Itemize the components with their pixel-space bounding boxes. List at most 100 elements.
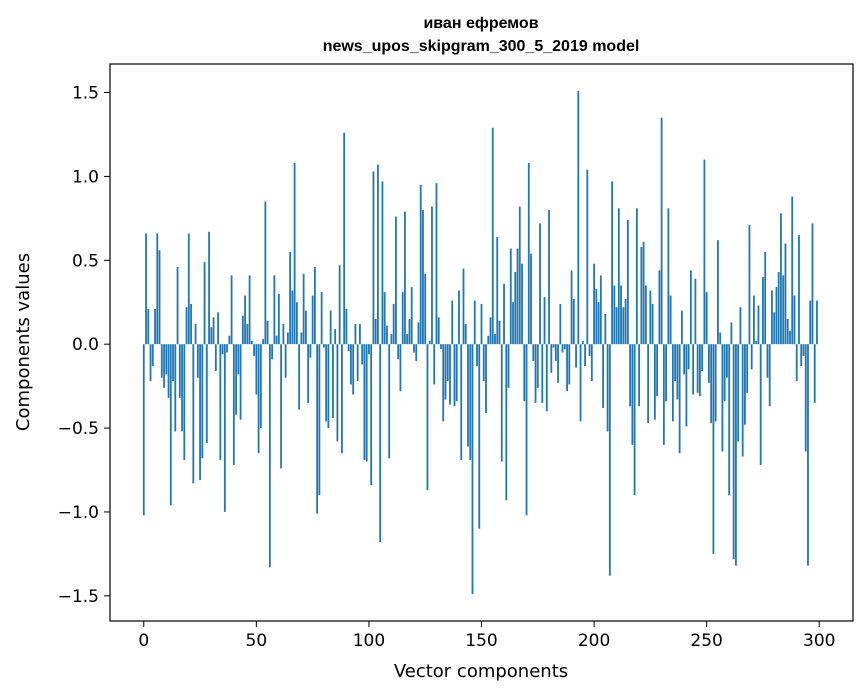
bar-167 [518, 206, 521, 345]
bar-242 [687, 344, 690, 370]
bar-297 [811, 223, 814, 345]
bar-225 [649, 290, 652, 345]
bar-207 [608, 344, 611, 576]
bar-89 [343, 132, 346, 345]
bar-147 [473, 300, 476, 345]
bar-52 [259, 344, 262, 429]
bar-201 [595, 288, 598, 345]
bar-4 [151, 344, 154, 366]
bar-230 [660, 117, 663, 345]
bar-189 [568, 344, 571, 385]
bar-161 [505, 344, 508, 501]
bar-57 [271, 344, 274, 360]
bar-206 [606, 344, 609, 432]
bar-266 [741, 344, 744, 457]
bar-237 [676, 344, 679, 400]
bar-290 [795, 344, 798, 382]
bar-107 [383, 292, 386, 345]
bar-191 [572, 298, 575, 345]
bar-86 [336, 344, 339, 442]
bar-83 [329, 310, 332, 345]
bar-295 [807, 344, 809, 566]
bar-244 [692, 344, 695, 395]
bar-145 [469, 344, 472, 460]
bar-163 [509, 248, 512, 345]
bar-140 [458, 290, 460, 345]
bar-258 [723, 344, 726, 402]
bar-253 [712, 344, 715, 554]
bar-50 [255, 344, 258, 395]
bar-133 [442, 344, 445, 422]
bar-44 [241, 315, 244, 345]
bar-138 [453, 344, 456, 407]
bar-286 [786, 319, 789, 345]
bar-293 [802, 344, 805, 356]
y-tick-label: 0.0 [72, 335, 99, 355]
bar-79 [320, 292, 323, 345]
bar-212 [620, 285, 622, 345]
chart-title: иван ефремов [423, 15, 538, 32]
x-tick-label: 200 [578, 631, 610, 651]
y-axis-ticks: −1.5 −1.0 −0.5 0.0 0.5 1.0 1.5 [58, 84, 110, 607]
bar-183 [554, 344, 557, 361]
y-axis-label: Components values [13, 253, 34, 431]
bar-255 [717, 240, 719, 345]
bar-74 [309, 344, 312, 358]
bar-2 [147, 308, 150, 345]
bar-256 [719, 332, 722, 345]
bar-16 [178, 344, 181, 398]
bar-204 [602, 344, 604, 408]
bar-205 [604, 313, 607, 345]
bar-281 [775, 287, 778, 345]
bar-143 [464, 324, 467, 345]
bar-71 [302, 273, 305, 345]
bar-100 [368, 344, 370, 355]
bar-222 [642, 241, 645, 345]
bar-196 [584, 344, 586, 366]
bar-243 [689, 270, 692, 345]
bar-296 [809, 300, 812, 345]
bar-275 [762, 277, 764, 345]
bar-250 [705, 292, 708, 345]
bar-173 [532, 344, 535, 361]
bar-94 [354, 324, 357, 345]
bar-93 [352, 344, 355, 395]
y-tick-label: −1.5 [58, 587, 99, 607]
bar-170 [525, 344, 528, 516]
bar-120 [413, 344, 415, 353]
bar-101 [370, 344, 373, 486]
x-tick-label: 300 [803, 631, 835, 651]
bar-119 [410, 287, 413, 345]
bar-32 [214, 344, 217, 372]
bar-113 [397, 344, 400, 360]
bar-178 [543, 297, 546, 345]
bar-197 [586, 169, 589, 345]
bar-9 [163, 344, 165, 388]
bar-92 [350, 344, 352, 385]
bar-264 [737, 344, 740, 442]
bar-66 [291, 290, 294, 345]
bar-181 [550, 344, 553, 373]
bar-184 [557, 344, 559, 383]
bar-192 [575, 344, 577, 368]
bar-182 [552, 344, 555, 348]
bar-278 [768, 344, 771, 407]
bar-240 [683, 344, 686, 375]
bar-82 [327, 344, 330, 429]
bar-61 [280, 344, 283, 469]
bar-142 [462, 268, 465, 345]
bar-25 [199, 344, 201, 481]
bar-276 [764, 251, 767, 345]
bar-72 [304, 310, 307, 345]
bar-127 [428, 340, 431, 345]
bar-200 [593, 263, 595, 345]
bar-132 [440, 344, 442, 350]
bar-139 [455, 344, 458, 402]
bar-221 [640, 246, 643, 345]
bar-106 [381, 181, 384, 345]
bar-78 [318, 344, 321, 496]
bar-280 [773, 312, 776, 345]
bar-270 [750, 344, 753, 370]
bar-121 [415, 344, 418, 361]
bar-67 [293, 162, 296, 345]
